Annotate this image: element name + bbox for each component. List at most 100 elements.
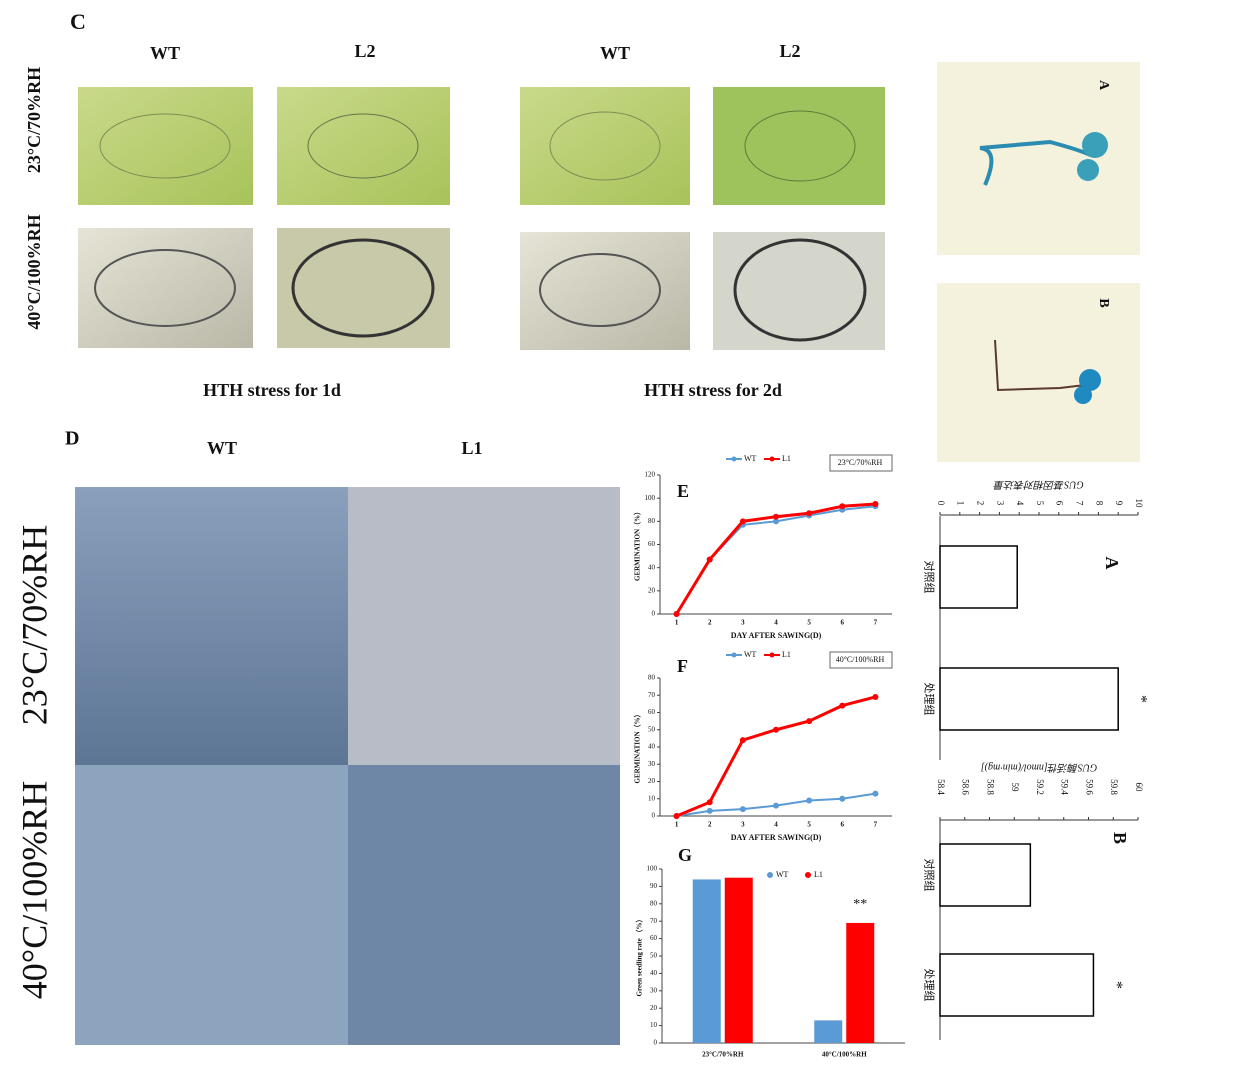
y-axis-label: Green seedling rate （%）: [636, 916, 644, 997]
annotation-box: [829, 454, 893, 472]
panel-label: A: [1102, 557, 1122, 570]
panel-label: D: [65, 428, 79, 450]
point: [739, 806, 746, 813]
x-tick-label: 2: [708, 821, 712, 829]
y-tick-label: 60: [648, 708, 656, 716]
point: [673, 611, 680, 617]
annotation-box: [829, 651, 893, 669]
point: [773, 513, 779, 520]
y-tick-label: 80: [650, 899, 658, 907]
y-tick-label: 70: [648, 691, 656, 699]
y-tick-label: 59: [1010, 783, 1020, 793]
y-axis-label: GERMINATION（%）: [634, 711, 642, 784]
x-tick-label: 6: [841, 619, 845, 627]
x-axis-label: DAY AFTER SAWING(D): [731, 631, 822, 640]
column-label: L2: [354, 41, 375, 61]
x-tick-label: 1: [675, 619, 679, 627]
y-tick-label: 59.4: [1060, 779, 1070, 795]
y-tick-label: 3: [995, 501, 1005, 506]
bar: [846, 922, 875, 1043]
y-axis-label: GUS酶活性[nmol/(min·mg)]: [981, 762, 1097, 774]
y-tick-label: 6: [1055, 501, 1065, 506]
x-tick-label: 5: [807, 619, 811, 627]
legend-swatch: [769, 652, 775, 658]
y-tick-label: 30: [648, 760, 656, 768]
point: [706, 556, 713, 563]
x-tick-label: 7: [874, 619, 878, 627]
bar: [939, 667, 1119, 731]
y-tick-label: 20: [650, 1004, 658, 1012]
x-tick-label: 40°C/100%RH: [822, 1051, 867, 1059]
x-tick-label: 5: [807, 821, 811, 829]
y-axis-label: GUS基因相对表达量: [993, 479, 1083, 491]
image-label: A: [1096, 80, 1111, 91]
y-tick-label: 70: [650, 917, 658, 925]
x-tick-label: 4: [774, 821, 778, 829]
annotation: 23°C/70%RH: [838, 458, 883, 467]
column-label: WT: [207, 438, 237, 458]
bar: [939, 545, 1018, 609]
legend-label: L1: [782, 650, 791, 659]
x-axis-label: DAY AFTER SAWING(D): [731, 833, 822, 842]
legend-label: L1: [814, 870, 823, 879]
annotation: **: [853, 897, 867, 912]
legend-swatch: [731, 456, 737, 462]
point: [773, 726, 779, 733]
column-label: L1: [461, 438, 482, 458]
y-tick-label: 60: [650, 934, 658, 942]
point: [839, 503, 846, 510]
y-tick-label: 100: [645, 494, 656, 502]
panel-label: B: [1110, 832, 1130, 844]
legend-swatch: [731, 652, 737, 658]
y-tick-label: 4: [1015, 501, 1025, 506]
y-tick-label: 30: [650, 986, 658, 994]
x-tick-label: 23°C/70%RH: [702, 1051, 744, 1059]
y-tick-label: 20: [648, 586, 656, 594]
x-tick-label: 4: [774, 619, 778, 627]
y-tick-label: 80: [648, 517, 656, 525]
point: [806, 718, 813, 725]
annotation: *: [1108, 981, 1125, 989]
y-tick-label: 8: [1094, 501, 1104, 506]
y-tick-label: 59.8: [1109, 779, 1119, 795]
annotation: 40°C/100%RH: [836, 655, 885, 664]
x-tick-label: 6: [841, 821, 845, 829]
point: [806, 510, 813, 517]
y-tick-label: 60: [1134, 783, 1144, 793]
y-tick-label: 10: [1134, 499, 1144, 509]
y-tick-label: 10: [650, 1021, 658, 1029]
y-tick-label: 9: [1114, 501, 1124, 506]
panel-label: F: [677, 656, 688, 676]
category-label: 对照组: [922, 859, 936, 892]
point: [839, 795, 846, 802]
panel-label: G: [678, 845, 692, 865]
row-label: 23°C/70%RH: [24, 67, 44, 173]
point: [673, 813, 680, 819]
annotation: *: [1133, 695, 1150, 703]
y-tick-label: 100: [647, 865, 658, 873]
legend-swatch: [769, 456, 775, 462]
y-axis-label: GERMINATION（%）: [634, 508, 642, 581]
y-tick-label: 2: [976, 501, 986, 506]
gus-photos: [937, 62, 1140, 462]
y-tick-label: 1: [956, 501, 966, 506]
legend-label: WT: [776, 870, 789, 879]
y-tick-label: 10: [648, 794, 656, 802]
y-tick-label: 40: [648, 743, 656, 751]
legend-swatch: [767, 872, 773, 878]
category-label: 对照组: [922, 561, 936, 594]
y-tick-label: 59.2: [1035, 779, 1045, 795]
bar: [814, 1020, 843, 1043]
point: [739, 518, 746, 525]
category-label: 处理组: [922, 683, 936, 716]
point: [872, 693, 879, 700]
y-tick-label: 120: [645, 471, 656, 479]
bar: [939, 843, 1032, 907]
x-tick-label: 2: [708, 619, 712, 627]
stomata-photos: [78, 87, 885, 350]
point: [872, 790, 879, 797]
column-label: L2: [779, 41, 800, 61]
legend-label: WT: [744, 650, 757, 659]
point: [773, 802, 779, 809]
